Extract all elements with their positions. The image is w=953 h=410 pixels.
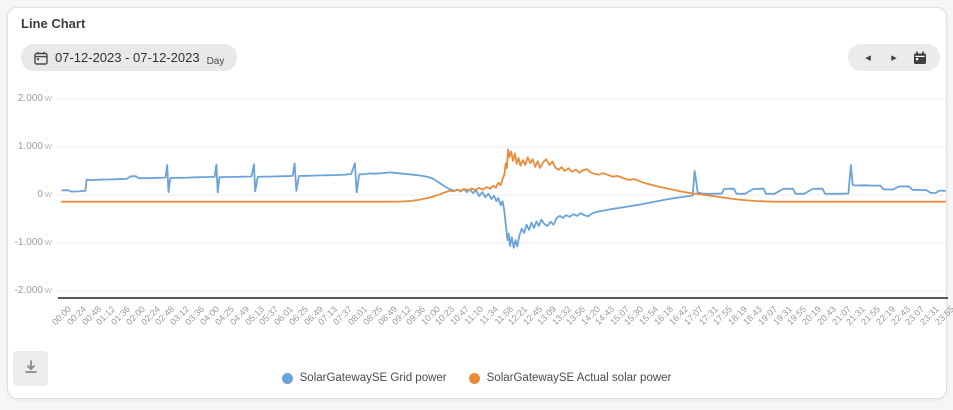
download-icon <box>23 359 39 378</box>
chevron-right-icon: ▸ <box>891 52 897 64</box>
legend-item-solar-power[interactable]: SolarGatewaySE Actual solar power <box>468 372 672 384</box>
legend-label: SolarGatewaySE Actual solar power <box>486 372 672 384</box>
open-calendar-button[interactable] <box>909 46 931 69</box>
prev-day-button[interactable]: ◂ <box>857 46 879 69</box>
next-day-button[interactable]: ▸ <box>883 46 905 69</box>
date-granularity-label: Day <box>206 56 225 67</box>
page-title: Line Chart <box>21 16 86 31</box>
legend-label: SolarGatewaySE Grid power <box>299 372 447 384</box>
legend-dot-icon <box>281 372 293 384</box>
date-range-picker[interactable]: 07-12-2023 - 07-12-2023 Day <box>21 44 238 71</box>
date-range-label: 07-12-2023 - 07-12-2023 <box>55 50 200 65</box>
chart-legend: SolarGatewaySE Grid power SolarGatewaySE … <box>0 372 953 384</box>
legend-item-grid-power[interactable]: SolarGatewaySE Grid power <box>281 372 447 384</box>
chevron-left-icon: ◂ <box>865 52 871 64</box>
legend-dot-icon <box>468 372 480 384</box>
download-chart-button[interactable] <box>13 351 48 386</box>
date-nav-controls: ◂ ▸ <box>848 44 940 71</box>
calendar-icon <box>34 51 48 65</box>
calendar-icon <box>913 51 927 65</box>
